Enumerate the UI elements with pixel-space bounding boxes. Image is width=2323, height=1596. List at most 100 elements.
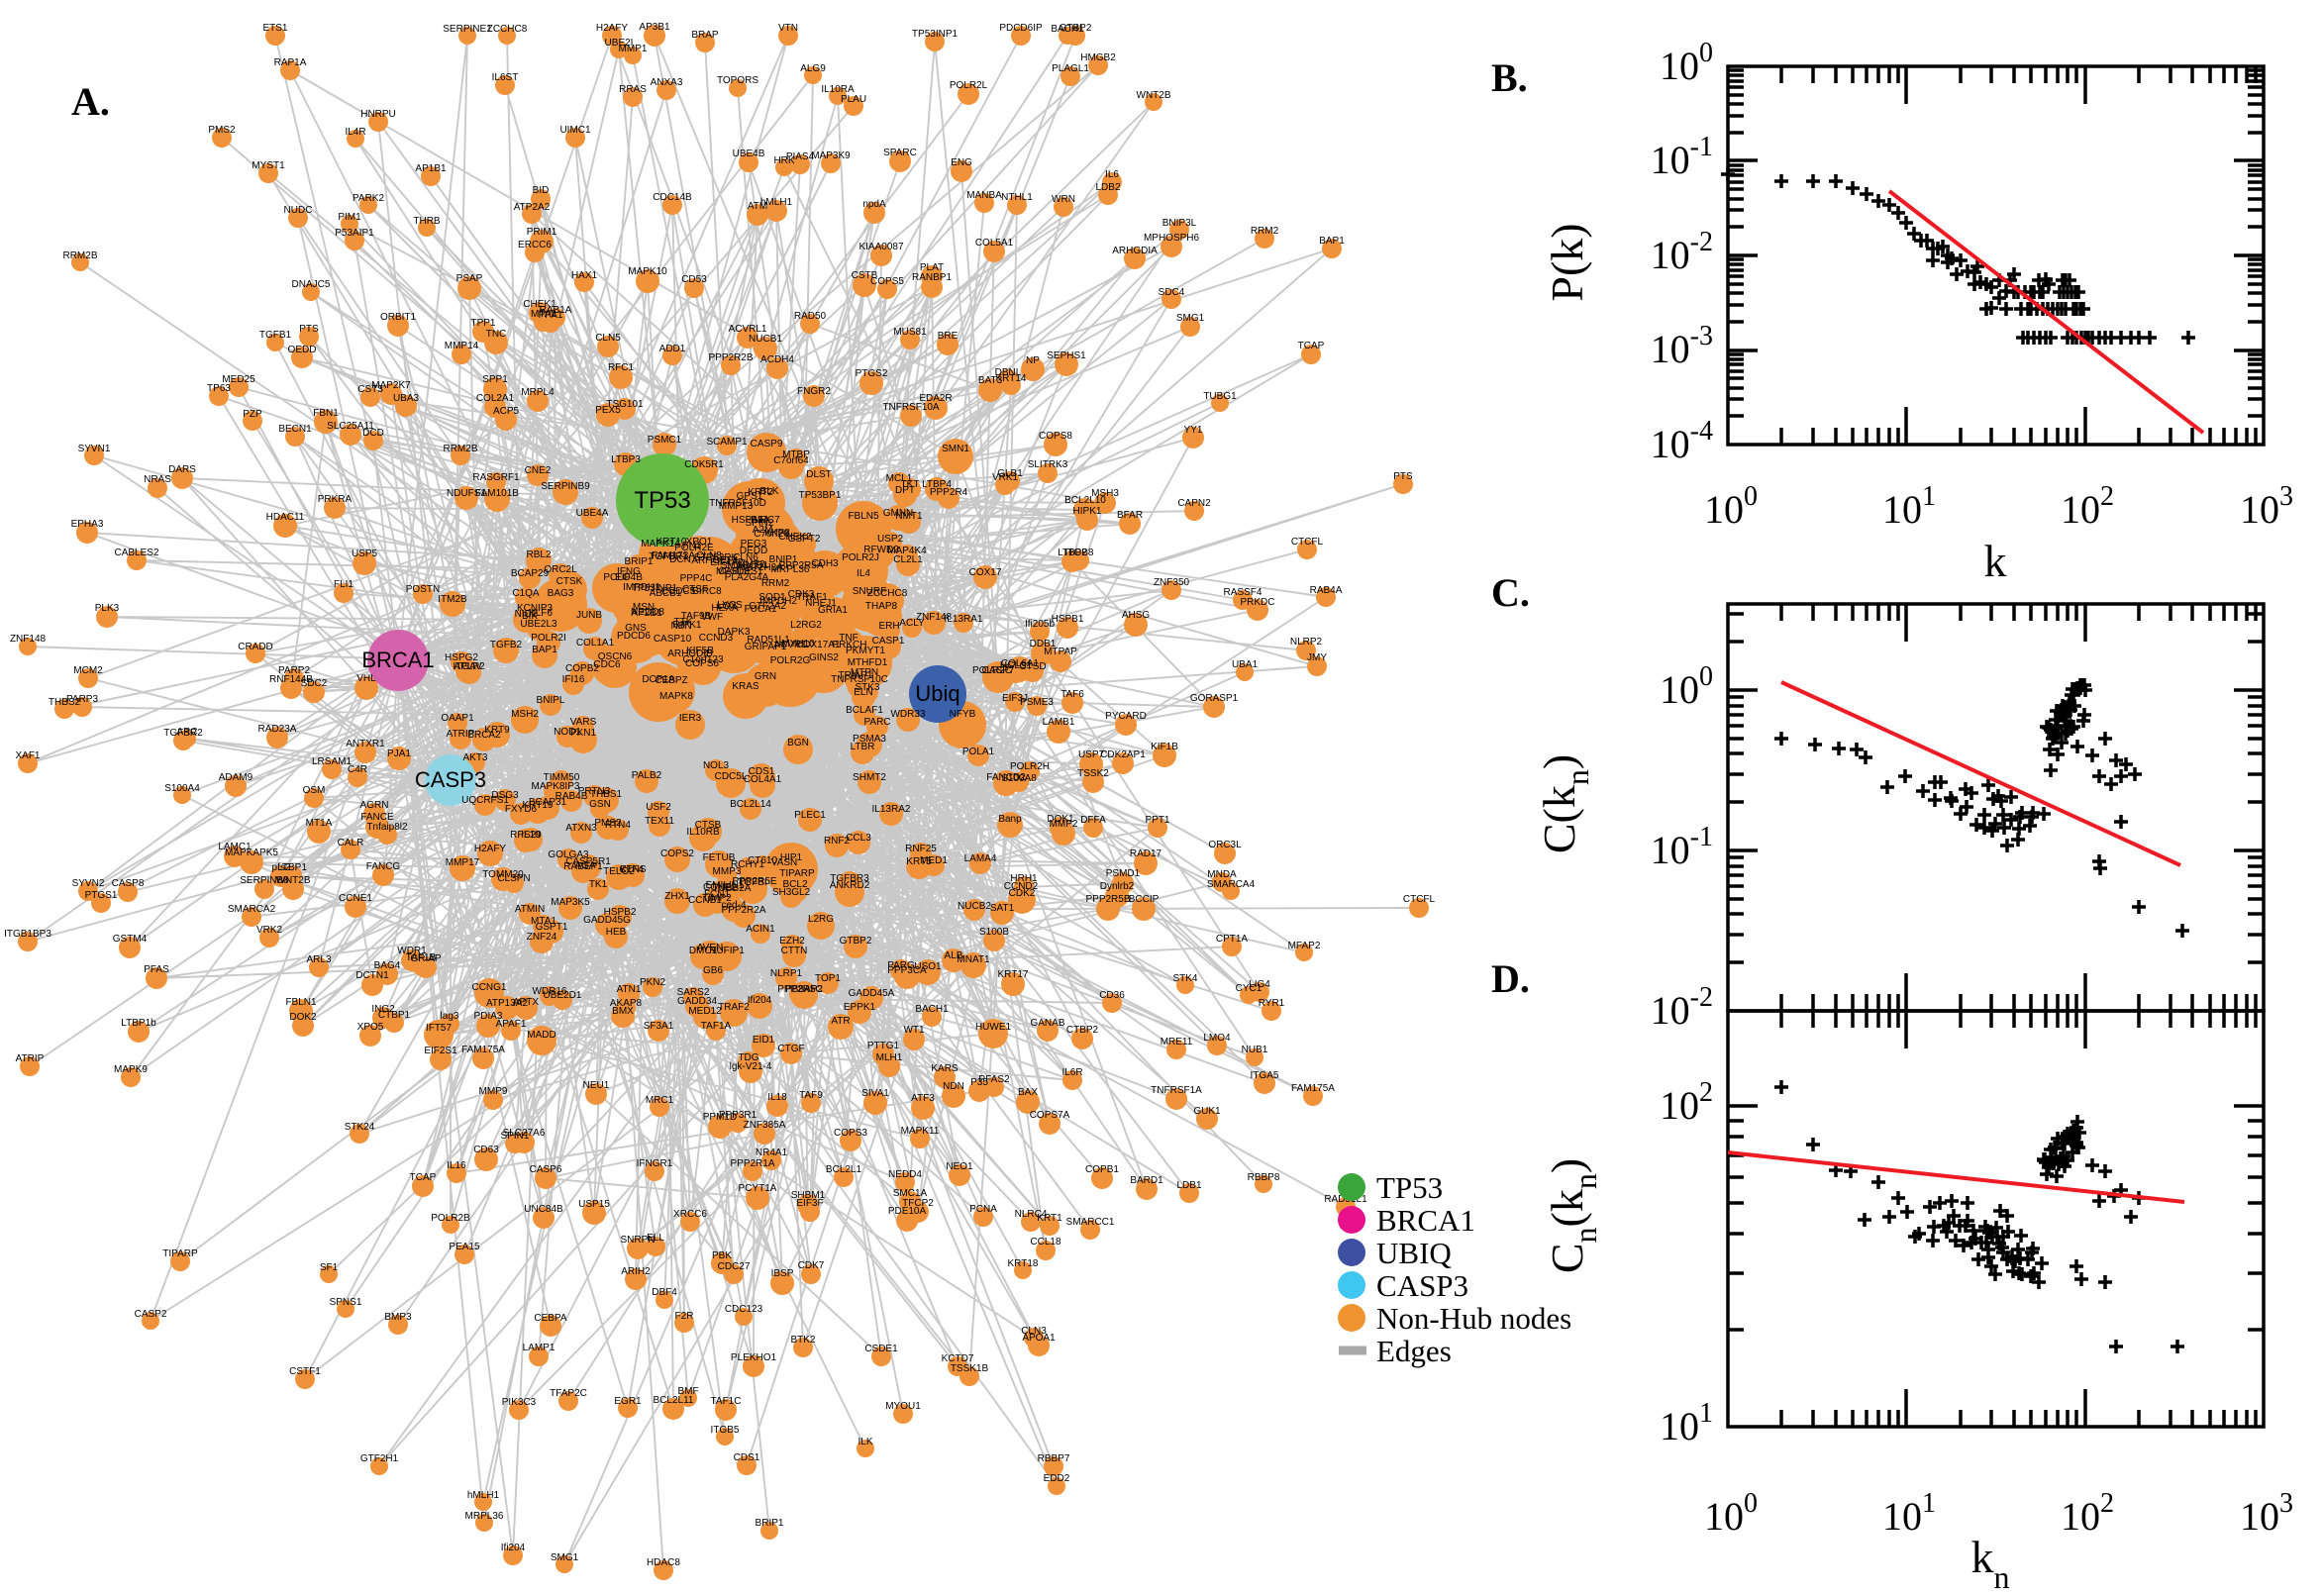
svg-text:TAF1A: TAF1A (701, 1021, 732, 1032)
svg-text:SMARCB1: SMARCB1 (721, 560, 769, 571)
svg-text:MAPKAPK5: MAPKAPK5 (225, 848, 278, 858)
svg-text:Tnfaip8l2: Tnfaip8l2 (366, 822, 408, 833)
svg-text:C1QA: C1QA (512, 588, 540, 599)
svg-text:PRIM1: PRIM1 (527, 227, 557, 238)
svg-text:TP63: TP63 (207, 383, 231, 394)
svg-text:PLK3: PLK3 (95, 603, 120, 614)
svg-text:UBE2I: UBE2I (605, 38, 634, 49)
svg-text:SMARCC1: SMARCC1 (1066, 1217, 1115, 1228)
svg-text:USP7: USP7 (1078, 749, 1105, 760)
svg-text:ITGB1BP3: ITGB1BP3 (4, 929, 51, 940)
svg-text:TIMP2: TIMP2 (702, 893, 732, 904)
svg-text:RAD51L1: RAD51L1 (747, 635, 790, 646)
svg-text:EIF3J: EIF3J (1002, 693, 1028, 704)
svg-text:PDCD6IP: PDCD6IP (999, 23, 1043, 34)
svg-text:PBK: PBK (712, 1250, 732, 1261)
svg-text:ACLY: ACLY (899, 618, 925, 629)
svg-text:CDS1: CDS1 (734, 1452, 760, 1463)
svg-text:RFC1: RFC1 (608, 362, 635, 373)
svg-text:LTBP4: LTBP4 (922, 479, 952, 490)
svg-text:PSAP: PSAP (456, 273, 483, 284)
svg-text:CNE2: CNE2 (525, 465, 552, 476)
svg-text:DARS: DARS (168, 464, 196, 475)
svg-text:PSME3: PSME3 (1020, 697, 1054, 708)
svg-text:A2M: A2M (753, 525, 773, 536)
svg-text:BRCA1: BRCA1 (1376, 1203, 1475, 1238)
svg-text:F2R: F2R (675, 1311, 694, 1322)
svg-text:Edges: Edges (1376, 1334, 1452, 1368)
svg-text:SMG1: SMG1 (551, 1552, 579, 1563)
svg-text:CEBPZ: CEBPZ (655, 675, 687, 686)
svg-text:LAMC1: LAMC1 (218, 842, 252, 852)
svg-text:GMNN: GMNN (883, 508, 914, 519)
svg-text:ALB: ALB (945, 950, 963, 961)
svg-text:NEDD4: NEDD4 (888, 1169, 922, 1180)
svg-text:PPA1: PPA1 (539, 310, 563, 321)
svg-text:SPARC: SPARC (883, 148, 917, 158)
svg-text:DFFA: DFFA (1080, 815, 1106, 826)
svg-text:IL10RA: IL10RA (821, 84, 855, 95)
svg-text:RYR1: RYR1 (1259, 998, 1285, 1009)
svg-text:DCTN1: DCTN1 (355, 970, 389, 981)
svg-text:COL1A1: COL1A1 (576, 638, 615, 648)
svg-text:TSSK2: TSSK2 (1077, 768, 1109, 779)
svg-text:UBE4B: UBE4B (733, 149, 765, 159)
svg-text:KRT5: KRT5 (906, 856, 932, 867)
svg-text:BCAP29: BCAP29 (511, 568, 550, 579)
svg-text:ANTXR1: ANTXR1 (346, 739, 385, 749)
svg-text:LTBP1: LTBP1 (277, 862, 307, 873)
svg-text:STP53RK: STP53RK (694, 552, 739, 563)
svg-text:ELN: ELN (854, 687, 872, 698)
svg-text:WNT2B: WNT2B (276, 875, 311, 886)
svg-text:CDC123: CDC123 (725, 1304, 763, 1315)
svg-text:TFCP2: TFCP2 (902, 1198, 934, 1209)
svg-text:LTBP1b: LTBP1b (121, 1018, 156, 1029)
svg-text:PCYT1A: PCYT1A (739, 1183, 777, 1194)
svg-text:FANCE: FANCE (360, 812, 394, 823)
svg-text:DLST: DLST (806, 469, 832, 480)
svg-text:CD53: CD53 (681, 274, 707, 285)
svg-text:HNRPU: HNRPU (360, 109, 396, 120)
svg-text:HIP1: HIP1 (780, 852, 803, 863)
svg-text:lgk-V21-4: lgk-V21-4 (730, 1061, 772, 1072)
svg-text:ATR: ATR (831, 1016, 850, 1027)
svg-text:TIMM50: TIMM50 (544, 772, 580, 783)
svg-text:PKMYT1: PKMYT1 (846, 646, 885, 656)
svg-text:CTCFL: CTCFL (1291, 537, 1324, 548)
svg-text:XPO1: XPO1 (686, 537, 713, 548)
svg-text:LRSAM1: LRSAM1 (312, 756, 352, 767)
svg-text:AP1B1: AP1B1 (415, 163, 447, 174)
svg-text:D.: D. (1491, 956, 1530, 1001)
svg-text:JMY: JMY (1307, 652, 1327, 663)
svg-text:CASP7: CASP7 (982, 665, 1015, 676)
svg-text:GTF2H1: GTF2H1 (360, 1453, 399, 1464)
svg-text:BCCIP: BCCIP (1129, 894, 1160, 905)
svg-text:NHEJ1: NHEJ1 (805, 598, 837, 609)
svg-text:ZNF385A: ZNF385A (744, 1120, 786, 1131)
svg-text:POLR2H: POLR2H (1010, 761, 1050, 772)
svg-text:JUNB: JUNB (576, 610, 602, 621)
svg-text:RAB4B: RAB4B (556, 791, 588, 802)
svg-text:BRIP1: BRIP1 (756, 1518, 784, 1529)
svg-text:RCHY1: RCHY1 (731, 859, 764, 870)
svg-text:MAPK9: MAPK9 (114, 1064, 148, 1075)
svg-text:BCL2L11: BCL2L11 (654, 1395, 694, 1406)
svg-text:MAP4K4: MAP4K4 (887, 546, 927, 556)
svg-text:AP3B1: AP3B1 (639, 22, 670, 33)
svg-text:PPP2R4: PPP2R4 (930, 487, 968, 498)
svg-text:EDA2R: EDA2R (919, 393, 952, 404)
svg-text:SPNS1: SPNS1 (330, 1297, 362, 1308)
svg-text:BCL2L1: BCL2L1 (826, 1164, 862, 1175)
svg-text:CDH3: CDH3 (811, 558, 839, 569)
svg-text:ATM: ATM (748, 201, 767, 212)
svg-text:IL4: IL4 (857, 568, 870, 579)
svg-text:DSG3: DSG3 (491, 790, 519, 801)
svg-text:NBN: NBN (670, 621, 691, 632)
svg-text:CDK2AP1: CDK2AP1 (1100, 749, 1146, 760)
svg-text:ACVRL1: ACVRL1 (729, 324, 767, 335)
svg-text:ATF3: ATF3 (911, 1093, 935, 1104)
svg-text:PMS2: PMS2 (594, 818, 622, 829)
svg-text:BIRC7: BIRC7 (751, 515, 780, 526)
svg-text:TRAF2: TRAF2 (718, 1002, 750, 1013)
svg-text:PPP2R5A: PPP2R5A (778, 560, 823, 571)
